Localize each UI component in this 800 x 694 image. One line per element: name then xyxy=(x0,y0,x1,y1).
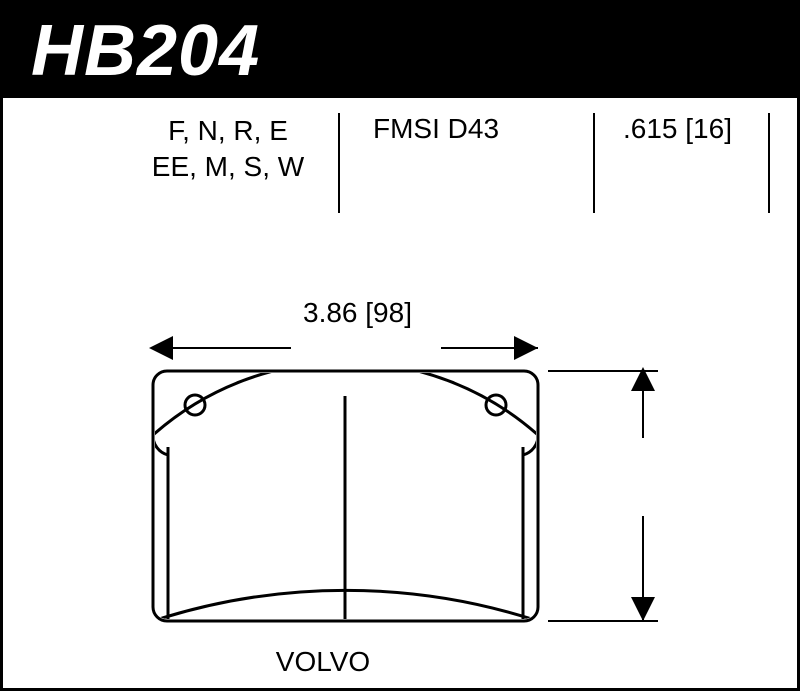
spec-compounds-line2: EE, M, S, W xyxy=(152,151,304,182)
diagram-svg xyxy=(3,3,800,694)
dim-width-textbg xyxy=(291,331,441,365)
spec-fmsi: FMSI D43 xyxy=(373,113,499,145)
dimension-height-label: 2.37 [60] xyxy=(668,443,723,513)
dimension-width-label: 3.86 [98] xyxy=(303,297,412,329)
pad-friction-outline xyxy=(153,362,538,621)
title-bar: HB204 xyxy=(3,3,797,98)
pad-outline xyxy=(153,371,538,621)
part-number: HB204 xyxy=(31,10,260,92)
diagram-canvas: HB204 F, N, R, E EE, M, S, W FMSI D43 .6… xyxy=(0,0,800,691)
divider-3 xyxy=(768,113,770,213)
divider-2 xyxy=(593,113,595,213)
spec-compounds: F, N, R, E EE, M, S, W xyxy=(128,113,328,186)
pad-hole-left xyxy=(185,395,205,415)
spec-row: F, N, R, E EE, M, S, W FMSI D43 .615 [16… xyxy=(3,113,797,223)
spec-thickness: .615 [16] xyxy=(623,113,732,145)
brand-label: VOLVO xyxy=(3,646,643,678)
dimension-height-line1: 2.37 xyxy=(668,445,723,476)
divider-1 xyxy=(338,113,340,213)
pad-hole-right xyxy=(486,395,506,415)
spec-compounds-line1: F, N, R, E xyxy=(168,115,288,146)
dimension-height-line2: [60] xyxy=(672,480,719,511)
